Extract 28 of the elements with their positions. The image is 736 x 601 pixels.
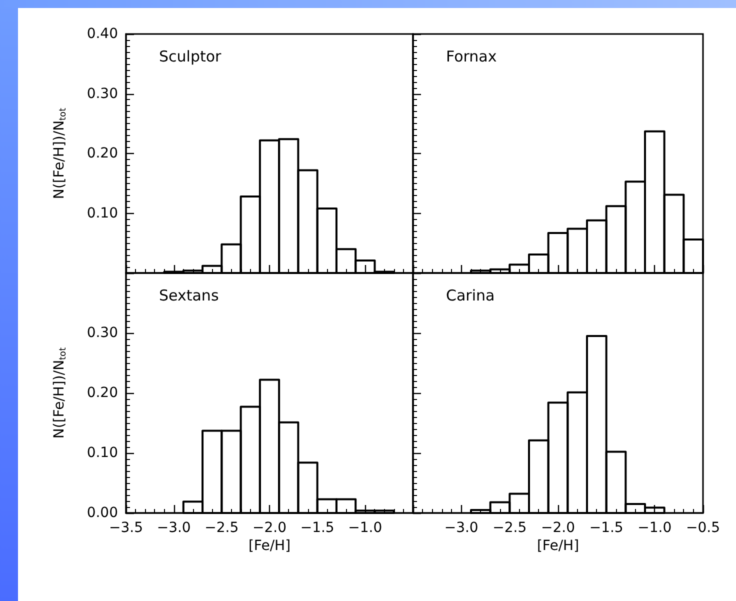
y-tick-label: 0.30 [86,325,118,341]
y-axis-title: N([Fe/H])/Ntot [52,107,68,200]
y-axis-title: N([Fe/H])/Ntot [52,346,68,439]
text: Sextans [159,286,219,304]
y-tick-label: 0.40 [86,26,118,42]
x-axis-title: [Fe/H] [248,538,291,554]
x-tick-label: −3.0 [444,520,478,536]
x-tick-label: −0.5 [686,520,720,536]
x-tick-label: −1.0 [348,520,382,536]
x-tick-label: −1.5 [300,520,334,536]
x-tick-label: −2.0 [541,520,575,536]
x-tick-label: −2.0 [252,520,286,536]
y-tick-label: 0.20 [86,385,118,401]
text: Fornax [446,48,497,66]
y-tick-label: 0.10 [86,205,118,222]
y-tick-label: 0.30 [86,86,118,102]
x-tick-label: −1.0 [638,520,672,536]
x-tick-label: −3.0 [156,520,191,536]
text: Carina [446,286,495,304]
x-axis-title: [Fe/H] [536,538,580,554]
x-tick-label: −3.5 [109,520,143,536]
x-tick-label: −2.5 [204,520,239,536]
text: Sculptor [159,48,222,66]
x-tick-label: −2.5 [492,520,527,536]
x-tick-label: −1.5 [589,520,624,536]
y-tick-label: 0.00 [86,505,118,521]
y-tick-label: 0.20 [86,146,118,162]
y-tick-label: 0.10 [86,445,118,461]
